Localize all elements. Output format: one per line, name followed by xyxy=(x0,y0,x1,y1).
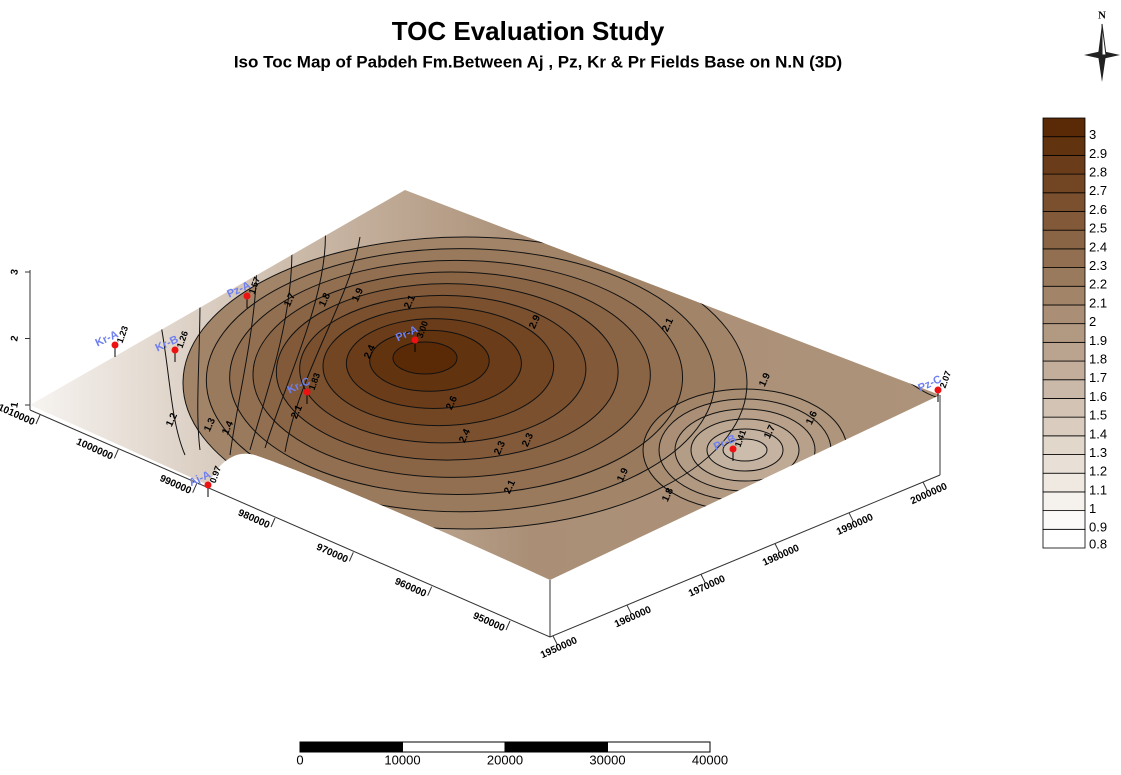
scale-segment xyxy=(403,742,506,752)
legend-label: 1.3 xyxy=(1089,445,1107,460)
legend-label: 2.4 xyxy=(1089,239,1107,254)
legend-label: 1.6 xyxy=(1089,389,1107,404)
legend-swatch xyxy=(1043,118,1085,137)
legend-swatch xyxy=(1043,455,1085,474)
y-tick xyxy=(506,621,510,630)
legend-label: 2.3 xyxy=(1089,258,1107,273)
legend-label: 1.5 xyxy=(1089,408,1107,423)
legend-label: 1.4 xyxy=(1089,426,1107,441)
x-tick-label: 1950000 xyxy=(539,635,579,661)
legend-swatch xyxy=(1043,380,1085,399)
legend-swatch xyxy=(1043,342,1085,361)
y-tick-label: 960000 xyxy=(393,576,428,600)
y-tick-label: 950000 xyxy=(471,611,506,635)
legend-swatch xyxy=(1043,511,1085,530)
legend-swatch xyxy=(1043,473,1085,492)
legend-label: 2.8 xyxy=(1089,165,1107,180)
y-tick-label: 1000000 xyxy=(74,437,114,463)
legend-label: 1.1 xyxy=(1089,482,1107,497)
scale-label: 20000 xyxy=(487,752,523,767)
north-label: N xyxy=(1098,10,1106,22)
scale-label: 30000 xyxy=(589,752,625,767)
y-tick xyxy=(349,552,353,561)
legend-swatch xyxy=(1043,286,1085,305)
legend-swatch xyxy=(1043,398,1085,417)
legend-swatch xyxy=(1043,155,1085,174)
legend-swatch xyxy=(1043,361,1085,380)
legend-swatch xyxy=(1043,305,1085,324)
legend-label: 0.9 xyxy=(1089,520,1107,535)
scale-segment xyxy=(608,742,711,752)
scale-label: 40000 xyxy=(692,752,728,767)
scale-label: 10000 xyxy=(384,752,420,767)
legend-label: 2.9 xyxy=(1089,146,1107,161)
legend-swatch xyxy=(1043,174,1085,193)
legend-swatch xyxy=(1043,193,1085,212)
legend-swatch xyxy=(1043,324,1085,343)
scale-label: 0 xyxy=(296,752,303,767)
well-value: 2.07 xyxy=(938,370,953,390)
scale-segment xyxy=(505,742,608,752)
y-tick xyxy=(36,415,40,424)
legend-label: 2.7 xyxy=(1089,183,1107,198)
legend-swatch xyxy=(1043,417,1085,436)
legend-label: 2.1 xyxy=(1089,295,1107,310)
north-arrow: N xyxy=(1084,10,1120,82)
legend-label: 1 xyxy=(1089,501,1096,516)
legend-swatch xyxy=(1043,268,1085,287)
legend-swatch xyxy=(1043,492,1085,511)
subtitle: Iso Toc Map of Pabdeh Fm.Between Aj , Pz… xyxy=(234,52,842,71)
y-tick xyxy=(271,518,275,527)
z-tick-label: 3 xyxy=(9,268,21,276)
y-tick xyxy=(428,587,432,596)
legend-swatch xyxy=(1043,137,1085,156)
legend-label: 2.2 xyxy=(1089,277,1107,292)
legend-label: 2.6 xyxy=(1089,202,1107,217)
legend-label: 0.8 xyxy=(1089,536,1107,551)
legend-label: 1.8 xyxy=(1089,351,1107,366)
legend-swatch xyxy=(1043,249,1085,268)
map: TOC Evaluation Study Iso Toc Map of Pabd… xyxy=(0,0,1121,770)
y-tick-label: 980000 xyxy=(236,508,271,532)
legend-label: 1.9 xyxy=(1089,333,1107,348)
y-tick-label: 990000 xyxy=(158,473,193,497)
y-tick-label: 970000 xyxy=(315,542,350,566)
y-tick xyxy=(114,449,118,458)
well-value: 1.23 xyxy=(115,325,130,345)
scale-segment xyxy=(300,742,403,752)
legend-swatch xyxy=(1043,436,1085,455)
legend-label: 3 xyxy=(1089,127,1096,142)
z-tick-label: 2 xyxy=(9,334,21,342)
legend-label: 1.7 xyxy=(1089,370,1107,385)
title: TOC Evaluation Study xyxy=(392,16,665,46)
legend-label: 2.5 xyxy=(1089,221,1107,236)
legend-swatch xyxy=(1043,211,1085,230)
legend-swatch xyxy=(1043,529,1085,548)
legend-label: 1.2 xyxy=(1089,464,1107,479)
legend-label: 2 xyxy=(1089,314,1096,329)
legend-swatch xyxy=(1043,230,1085,249)
